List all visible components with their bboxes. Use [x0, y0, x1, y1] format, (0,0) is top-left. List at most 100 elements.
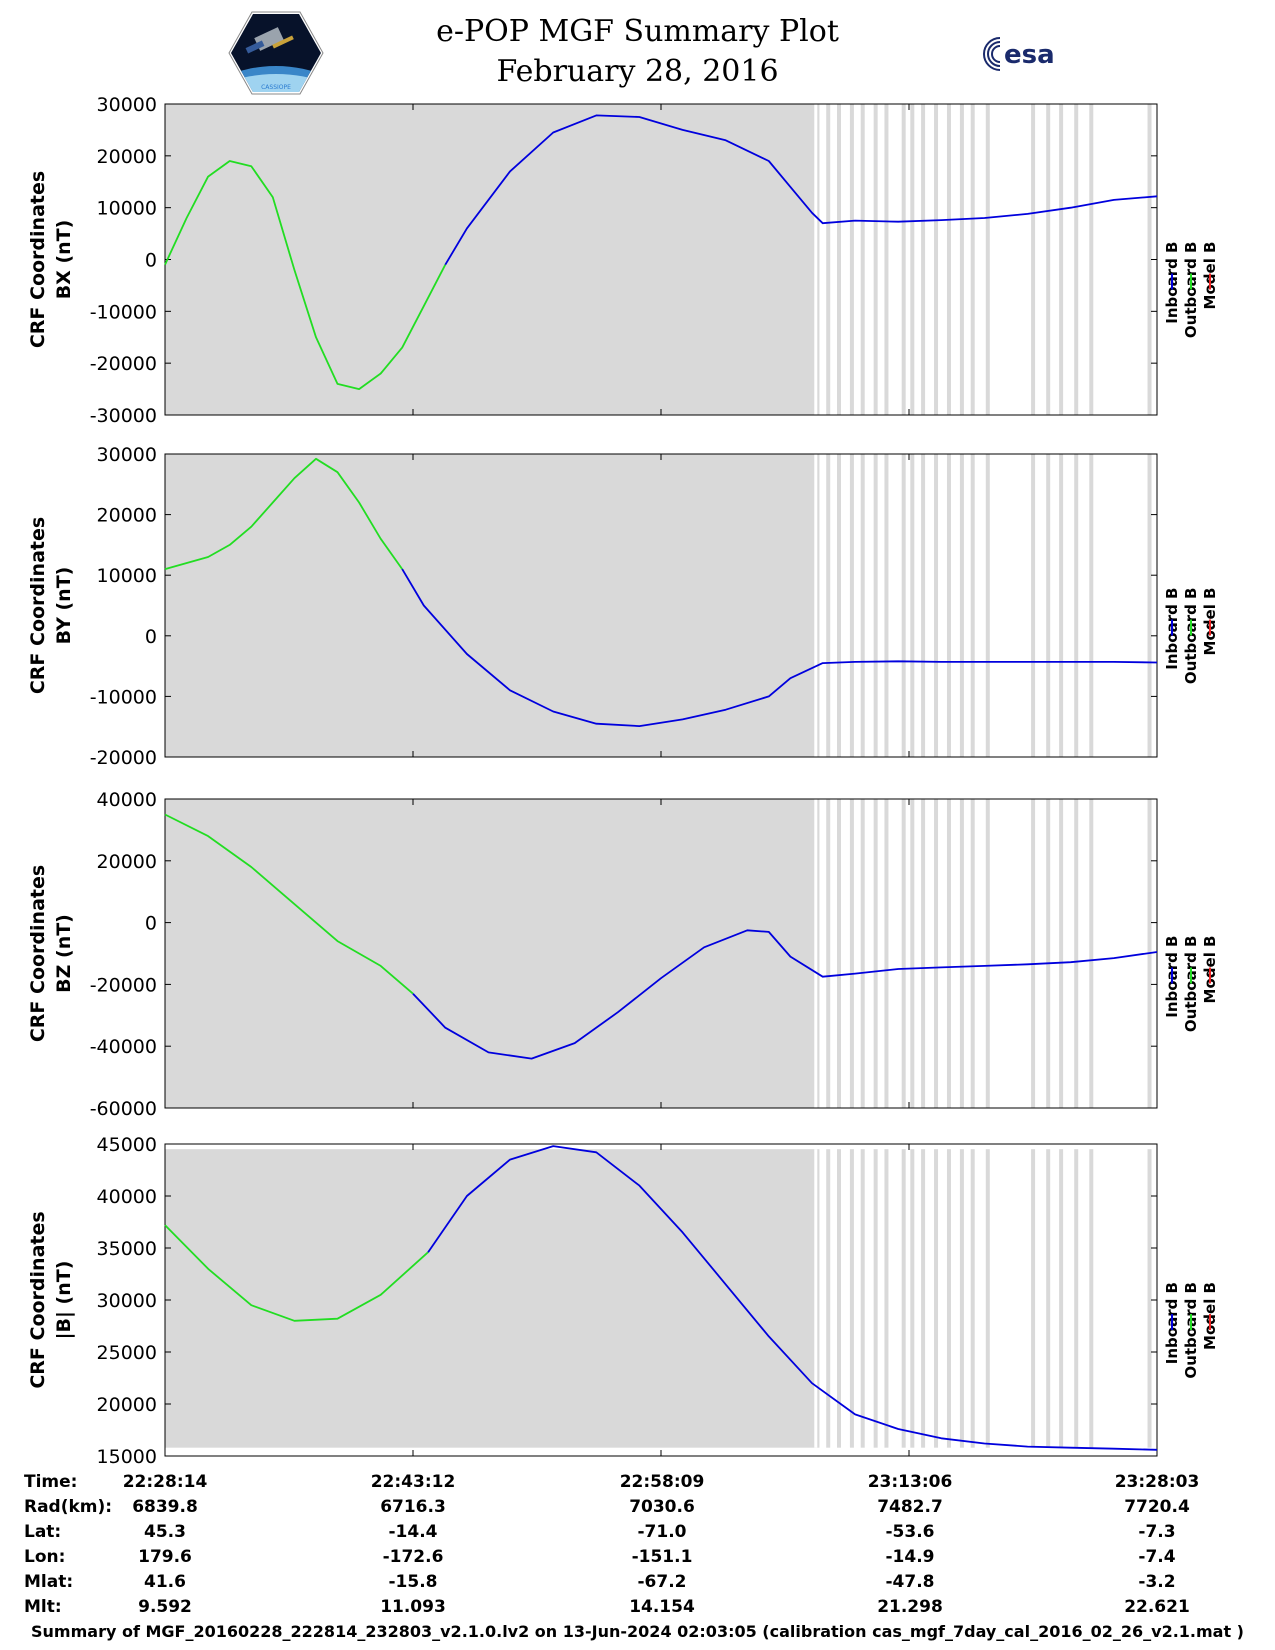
- y-tick-label: 20000: [97, 146, 157, 168]
- coverage-stripe: [959, 454, 964, 757]
- coverage-stripe: [985, 1149, 990, 1448]
- y-tick-label: -20000: [90, 974, 157, 996]
- svg-text:CASSIOPE: CASSIOPE: [261, 84, 291, 91]
- orbit-value: 45.3: [144, 1522, 186, 1542]
- y-tick-label: -60000: [90, 1098, 157, 1120]
- y-tick-label: 25000: [97, 1342, 157, 1364]
- coverage-stripe: [946, 104, 951, 415]
- y-tick-label: 0: [145, 250, 157, 272]
- data-gap: [814, 454, 818, 757]
- orbit-row-label: Mlt:: [24, 1597, 62, 1617]
- coverage-stripe: [1031, 454, 1036, 757]
- coverage-stripe: [849, 454, 854, 757]
- y-tick-label: 45000: [97, 1134, 157, 1156]
- coverage-stripe: [860, 104, 865, 415]
- coverage-stripe: [849, 104, 854, 415]
- coverage-stripe: [836, 1149, 841, 1448]
- orbit-value: -67.2: [638, 1572, 687, 1592]
- coverage-stripe: [860, 799, 865, 1108]
- coverage-stripe: [1031, 1149, 1036, 1448]
- coverage-stripe: [985, 799, 990, 1108]
- coverage-stripe: [1031, 799, 1036, 1108]
- y-tick-label: 20000: [97, 505, 157, 527]
- orbit-row-label: Lat:: [24, 1522, 61, 1542]
- coverage-stripe: [1074, 454, 1079, 757]
- data-gap: [814, 104, 818, 415]
- coverage-stripe: [860, 454, 865, 757]
- y-tick-label: 40000: [97, 1186, 157, 1208]
- orbit-value: 23:13:06: [868, 1472, 953, 1492]
- legend-label: Outboard B: [1182, 936, 1200, 1033]
- orbit-value: -151.1: [632, 1547, 693, 1567]
- y-tick-label: 0: [145, 626, 157, 648]
- coverage-background: [165, 799, 817, 1108]
- coverage-background: [165, 454, 817, 757]
- coverage-stripe: [970, 799, 975, 1108]
- data-gap: [814, 1149, 818, 1448]
- legend-label: Outboard B: [1182, 588, 1200, 685]
- orbit-value: -71.0: [638, 1522, 687, 1542]
- coverage-stripe: [1089, 1149, 1094, 1448]
- coverage-stripe: [959, 799, 964, 1108]
- series-line-outboard-b: [164, 160, 447, 391]
- coverage-stripe: [826, 454, 831, 757]
- coverage-stripe: [1089, 454, 1094, 757]
- coverage-stripe: [901, 454, 906, 757]
- coverage-stripe: [901, 104, 906, 415]
- coverage-background: [165, 104, 817, 415]
- coverage-stripe: [1147, 1149, 1152, 1448]
- y-tick-label: 30000: [97, 1290, 157, 1312]
- orbit-value: 22:43:12: [371, 1472, 456, 1492]
- coverage-stripe: [1089, 104, 1094, 415]
- coverage-stripe: [901, 1149, 906, 1448]
- legend-label: Outboard B: [1182, 1282, 1200, 1379]
- y-axis-label: BZ (nT): [53, 914, 75, 993]
- y-axis-label: CRF Coordinates: [27, 517, 49, 694]
- coverage-stripe: [1046, 1149, 1051, 1448]
- coverage-stripe: [826, 1149, 831, 1448]
- coverage-stripe: [884, 454, 889, 757]
- coverage-stripe: [970, 1149, 975, 1448]
- svg-text:esa: esa: [1004, 40, 1055, 70]
- y-axis-label: CRF Coordinates: [27, 1211, 49, 1388]
- coverage-stripe: [815, 799, 820, 1108]
- coverage-stripe: [985, 454, 990, 757]
- coverage-stripe: [873, 799, 878, 1108]
- y-tick-label: -10000: [90, 686, 157, 708]
- coverage-background: [165, 1149, 817, 1448]
- footer-note: Summary of MGF_20160228_222814_232803_v2…: [31, 1622, 1244, 1641]
- coverage-stripe: [836, 104, 841, 415]
- coverage-stripe: [921, 799, 926, 1108]
- coverage-stripe: [946, 454, 951, 757]
- coverage-stripe: [910, 454, 915, 757]
- coverage-stripe: [985, 104, 990, 415]
- y-tick-label: -10000: [90, 301, 157, 323]
- coverage-stripe: [921, 454, 926, 757]
- orbit-value: 11.093: [380, 1597, 446, 1617]
- y-tick-label: -30000: [90, 405, 157, 427]
- y-axis-label: BY (nT): [53, 567, 75, 645]
- coverage-stripe: [1059, 104, 1064, 415]
- coverage-stripe: [1059, 799, 1064, 1108]
- data-gap: [814, 799, 818, 1108]
- orbit-value: 22.621: [1124, 1597, 1190, 1617]
- series-line-inboard-b: [444, 114, 1158, 266]
- coverage-stripe: [873, 104, 878, 415]
- coverage-stripe: [1059, 1149, 1064, 1448]
- orbit-value: 14.154: [629, 1597, 695, 1617]
- coverage-stripe: [884, 799, 889, 1108]
- orbit-value: 41.6: [144, 1572, 186, 1592]
- coverage-stripe: [836, 799, 841, 1108]
- y-tick-label: 0: [145, 913, 157, 935]
- y-tick-label: -20000: [90, 353, 157, 375]
- series-line-inboard-b: [401, 568, 1158, 727]
- coverage-stripe: [873, 454, 878, 757]
- coverage-stripe: [884, 1149, 889, 1448]
- y-tick-label: 20000: [97, 851, 157, 873]
- coverage-stripe: [1046, 799, 1051, 1108]
- coverage-stripe: [826, 799, 831, 1108]
- orbit-value: 7482.7: [877, 1497, 943, 1517]
- coverage-stripe: [921, 1149, 926, 1448]
- coverage-stripe: [815, 104, 820, 415]
- orbit-row-label: Time:: [24, 1472, 77, 1492]
